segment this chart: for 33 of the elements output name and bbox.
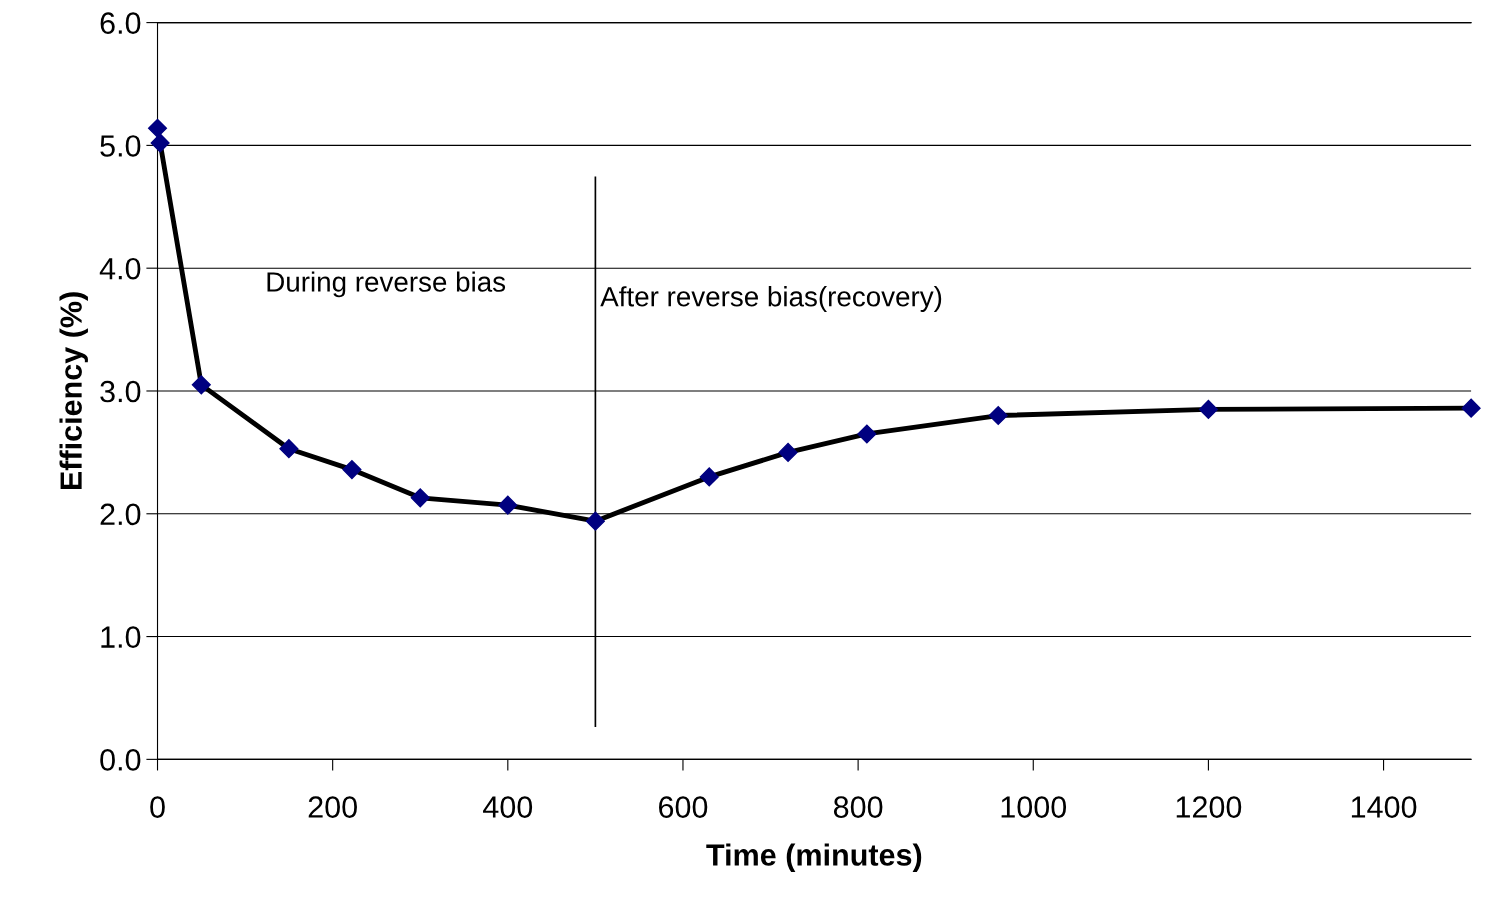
annotation: After reverse bias(recovery) <box>600 286 942 313</box>
x-tick-label: 800 <box>833 796 883 818</box>
x-tick-label: 0 <box>150 796 165 818</box>
y-tick-label: 1.0 <box>101 626 141 648</box>
point <box>1198 399 1218 419</box>
point <box>279 439 299 459</box>
point <box>857 424 877 444</box>
x-axis-title: Time (minutes) <box>706 843 922 872</box>
point <box>585 511 605 531</box>
y-tick-label: 4.0 <box>99 257 141 280</box>
y-tick-label: 5.0 <box>100 135 141 157</box>
point <box>498 495 518 515</box>
point <box>988 406 1008 426</box>
point <box>150 133 170 153</box>
x-tick-label: 1400 <box>1351 796 1417 818</box>
x-tick-label: 1200 <box>1176 796 1242 818</box>
point <box>778 442 798 462</box>
point <box>410 488 430 508</box>
point <box>342 460 362 480</box>
x-tick-label: 200 <box>308 796 357 818</box>
point <box>1461 398 1481 418</box>
x-tick-label: 1000 <box>1001 796 1067 818</box>
y-tick-label: 3.0 <box>100 380 141 403</box>
y-axis-title: Efficiency (%) <box>59 292 88 490</box>
y-tick-label: 2.0 <box>100 503 141 526</box>
y-tick-label: 6.0 <box>100 12 141 34</box>
point <box>699 467 719 487</box>
x-tick-label: 600 <box>659 796 708 818</box>
y-tick-label: 0.0 <box>100 749 141 771</box>
x-tick-label: 400 <box>483 796 533 818</box>
point <box>191 375 211 395</box>
annotation: During reverse bias <box>267 271 506 298</box>
point <box>147 118 168 138</box>
